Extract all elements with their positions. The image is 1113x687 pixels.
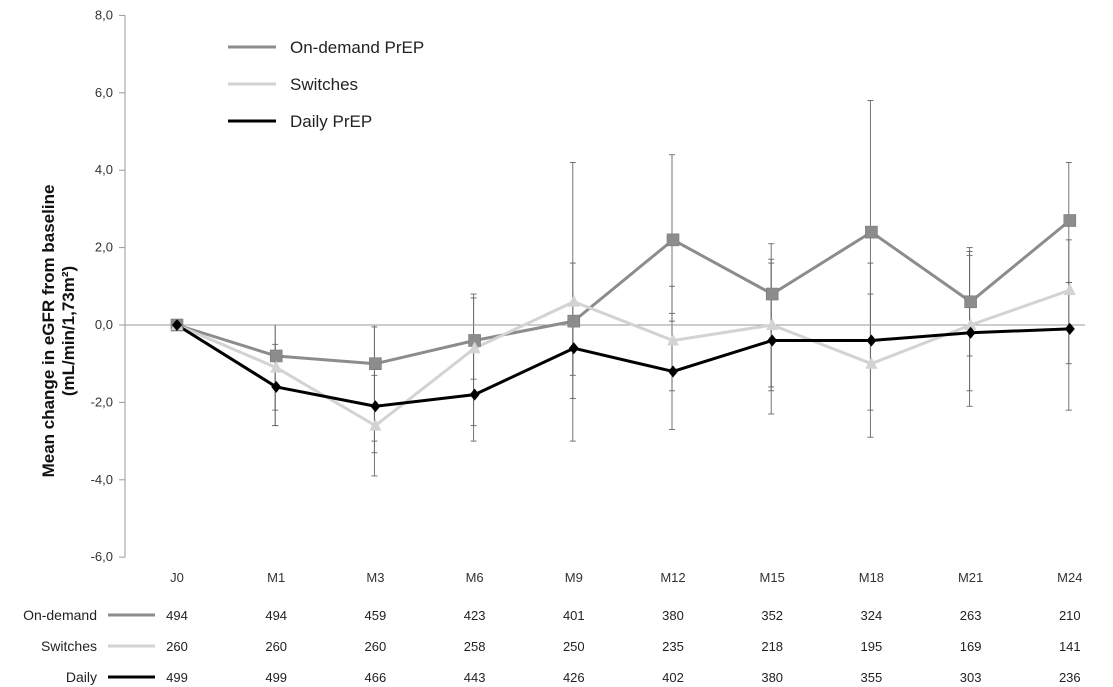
diamond-marker	[866, 334, 877, 347]
series-line	[176, 323, 1070, 408]
x-tick-label: M9	[565, 570, 583, 585]
table-cell: 466	[365, 670, 387, 685]
triangle-marker	[766, 318, 779, 330]
series-line	[176, 219, 1071, 366]
series-lines	[176, 219, 1071, 428]
diamond-marker	[271, 380, 282, 393]
y-tick-label: -4,0	[91, 472, 113, 487]
square-marker	[765, 287, 779, 301]
diamond-marker	[370, 400, 381, 413]
x-tick-label: M1	[267, 570, 285, 585]
table-cell: 402	[662, 670, 684, 685]
diamond-marker	[469, 388, 480, 401]
table-cell: 459	[365, 608, 387, 623]
triangle-marker	[865, 356, 878, 369]
triangle-marker	[369, 418, 382, 431]
table-cell: 169	[960, 639, 982, 654]
diamond-marker	[668, 365, 678, 378]
y-tick-label: 8,0	[95, 7, 113, 22]
diamond-marker	[965, 326, 976, 339]
table-cell: 260	[265, 639, 287, 654]
x-tick-label: M12	[660, 570, 685, 585]
table-cell: 303	[960, 670, 982, 685]
y-tick-label: -2,0	[91, 394, 113, 409]
x-tick-label: M6	[466, 570, 484, 585]
table-cell: 352	[761, 608, 783, 623]
square-marker	[865, 225, 878, 239]
y-tick-label: 4,0	[95, 162, 113, 177]
table-cell: 210	[1059, 608, 1081, 623]
table-cell: 250	[563, 639, 585, 654]
triangle-marker	[567, 294, 580, 307]
table-cell: 355	[861, 670, 883, 685]
table-cell: 324	[861, 608, 883, 623]
table-cell: 499	[166, 670, 188, 685]
diamond-marker	[1064, 322, 1075, 335]
triangle-marker	[1063, 283, 1076, 296]
triangle-marker	[468, 341, 481, 354]
table-cell: 499	[265, 670, 287, 685]
table-cell: 260	[166, 639, 188, 654]
x-tick-label: M3	[366, 570, 384, 585]
square-marker	[567, 314, 581, 328]
table-cell: 236	[1059, 670, 1081, 685]
table-cell: 141	[1059, 639, 1081, 654]
x-tick-label: M15	[760, 570, 785, 585]
diamond-marker	[767, 334, 778, 347]
table-cell: 426	[563, 670, 585, 685]
x-tick-label: M18	[859, 570, 884, 585]
table-row-label: On-demand	[23, 607, 97, 623]
table-cell: 443	[464, 670, 486, 685]
table-cell: 494	[265, 608, 287, 623]
triangle-marker	[270, 360, 283, 373]
square-marker	[269, 349, 283, 363]
axes: -6,0 -4,0 -2,0 0,0 2,0 4,0 6,0 8,0 J0 M1 M3 M6 M9 M12…	[91, 7, 1085, 585]
table-cell: 258	[464, 639, 486, 654]
y-tick-label: 2,0	[95, 240, 113, 255]
table-cell: 401	[563, 608, 585, 623]
legend: On-demand PrEP Switches Daily PrEP	[228, 38, 424, 131]
square-marker	[369, 357, 382, 371]
x-tick-label: M24	[1057, 570, 1082, 585]
diamond-marker	[568, 342, 579, 355]
triangle-marker	[667, 333, 679, 346]
table-cell: 423	[464, 608, 486, 623]
legend-label: On-demand PrEP	[290, 38, 424, 57]
y-tick-label: -6,0	[91, 549, 113, 564]
series-markers	[170, 214, 1077, 431]
x-tick-label: J0	[170, 570, 184, 585]
square-marker	[666, 233, 680, 247]
y-tick-label: 6,0	[95, 85, 113, 100]
y-tick-label: 0,0	[95, 317, 113, 332]
triangle-marker	[964, 318, 977, 330]
table-cell: 260	[365, 639, 387, 654]
table-cell: 380	[662, 608, 684, 623]
table-row-label: Daily	[66, 669, 97, 685]
y-axis-title-line2: (mL/min/1,73m²)	[59, 266, 78, 396]
x-tick-label: M21	[958, 570, 983, 585]
legend-label: Switches	[290, 75, 358, 94]
table-cell: 263	[960, 608, 982, 623]
table-row-label: Switches	[41, 638, 97, 654]
y-axis-title-line1: Mean change in eGFR from baseline	[39, 185, 58, 478]
table-cell: 235	[662, 639, 684, 654]
table-cell: 218	[761, 639, 783, 654]
at-risk-table: On-demand 494 494 459 423 401 380 352 324 263 210 S…	[23, 607, 1081, 685]
diamond-marker	[172, 319, 182, 331]
legend-label: Daily PrEP	[290, 112, 372, 131]
square-marker	[1063, 214, 1077, 227]
y-axis-title: Mean change in eGFR from baseline (mL/mi…	[39, 185, 78, 478]
table-cell: 195	[861, 639, 883, 654]
square-marker	[964, 295, 977, 309]
table-cell: 380	[761, 670, 783, 685]
table-cell: 494	[166, 608, 188, 623]
